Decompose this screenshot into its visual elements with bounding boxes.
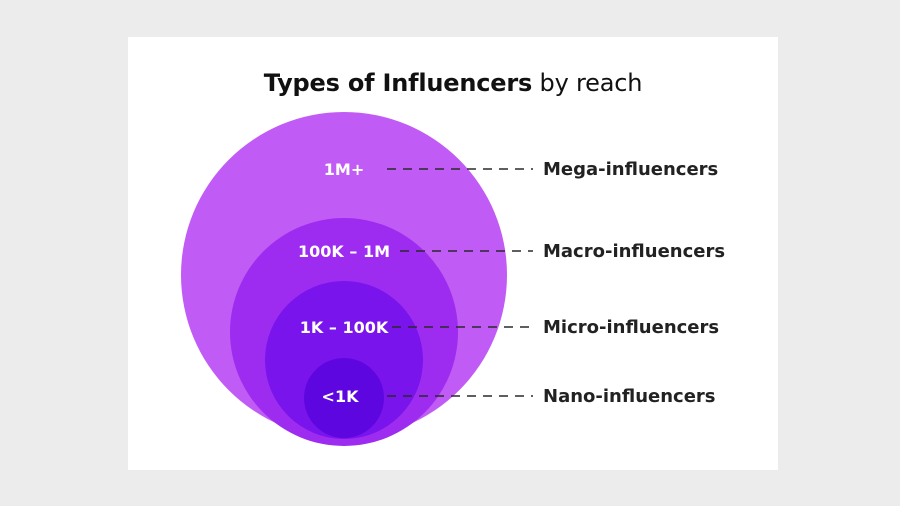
- micro-category-label: Micro-influencers: [543, 317, 719, 338]
- mega-range-label: 1M+: [324, 160, 364, 179]
- influencer-reach-diagram: 1M+ 100K – 1M 1K – 100K <1K Mega-influen…: [181, 112, 725, 446]
- title-bold: Types of Influencers: [263, 69, 533, 97]
- nano-category-label: Nano-influencers: [543, 386, 716, 407]
- nano-circle: [304, 358, 384, 438]
- nano-range-label: <1K: [322, 387, 360, 406]
- macro-range-label: 100K – 1M: [298, 242, 390, 261]
- mega-category-label: Mega-influencers: [543, 159, 718, 180]
- diagram-card: Types of Influencers by reach 1M+ 100K –…: [128, 37, 778, 470]
- macro-category-label: Macro-influencers: [543, 241, 725, 262]
- title-light: by reach: [539, 69, 643, 97]
- micro-range-label: 1K – 100K: [300, 318, 389, 337]
- diagram-title: Types of Influencers by reach: [128, 69, 778, 97]
